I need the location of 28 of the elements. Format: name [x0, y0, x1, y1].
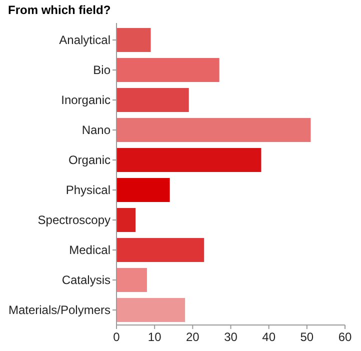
bar: [116, 208, 136, 232]
x-tick-label: 30: [224, 330, 238, 344]
x-tick-label: 0: [113, 330, 120, 344]
bar: [116, 118, 311, 142]
bar: [116, 88, 189, 112]
x-tick-label: 10: [148, 330, 162, 344]
bar: [116, 268, 147, 292]
bar: [116, 238, 204, 262]
y-tick-label: Bio: [93, 63, 111, 78]
y-tick-label: Medical: [69, 243, 110, 258]
y-tick-label: Analytical: [59, 33, 110, 48]
bar: [116, 298, 186, 322]
chart-title: From which field?: [8, 3, 111, 17]
bar: [116, 148, 262, 172]
bar: [116, 178, 170, 202]
bar: [116, 58, 220, 82]
y-tick-label: Spectroscopy: [38, 213, 110, 228]
bar: [116, 28, 151, 52]
y-tick-label: Physical: [66, 183, 110, 198]
x-tick-label: 50: [300, 330, 314, 344]
x-tick-label: 20: [186, 330, 200, 344]
x-tick-label: 60: [338, 330, 352, 344]
y-tick-label: Materials/Polymers: [8, 303, 110, 318]
y-tick-label: Nano: [82, 123, 111, 138]
y-tick-label: Organic: [68, 153, 110, 168]
y-tick-label: Catalysis: [62, 273, 110, 288]
x-tick-label: 40: [262, 330, 276, 344]
y-tick-label: Inorganic: [61, 93, 110, 108]
